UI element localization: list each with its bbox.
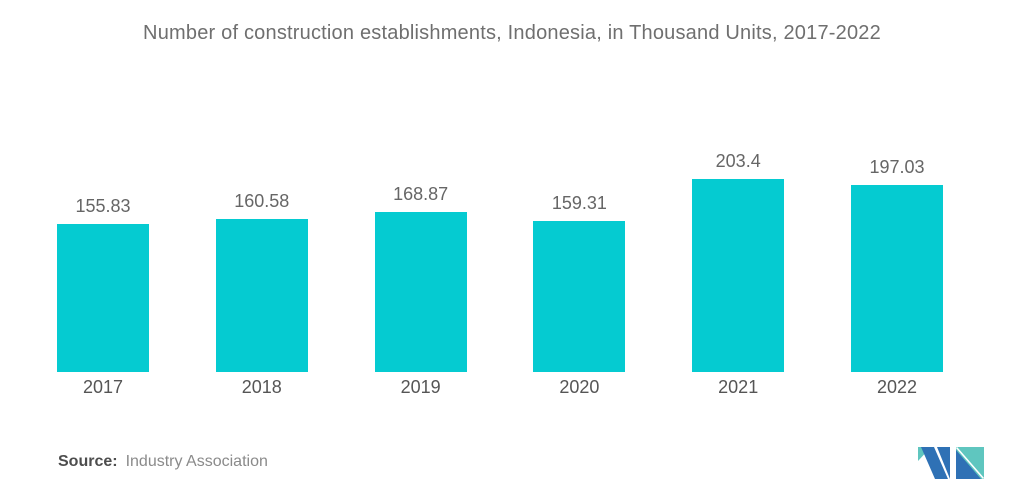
chart-title: Number of construction establishments, I… bbox=[143, 22, 881, 44]
bar-2018 bbox=[215, 219, 308, 372]
bar-2020 bbox=[533, 221, 626, 372]
source-note: Source: Industry Association bbox=[58, 453, 268, 471]
bar-2022 bbox=[850, 185, 943, 372]
bar-value-label: 155.83 bbox=[75, 196, 131, 216]
source-label: Source: bbox=[58, 453, 118, 470]
bar-2021 bbox=[692, 179, 785, 372]
bar-column-2022: 197.03 bbox=[850, 157, 943, 372]
x-tick-2019: 2019 bbox=[400, 377, 441, 397]
bar-column-2021: 203.4 bbox=[692, 151, 785, 372]
bar-column-2020: 159.31 bbox=[533, 193, 626, 372]
bar-value-label: 159.31 bbox=[551, 193, 607, 213]
bar-column-2019: 168.87 bbox=[374, 184, 467, 372]
bar-value-label: 203.4 bbox=[715, 151, 761, 171]
x-tick-2021: 2021 bbox=[718, 377, 759, 397]
mordor-intelligence-logo-icon bbox=[918, 444, 988, 482]
x-tick-2022: 2022 bbox=[876, 377, 917, 397]
bar-2017 bbox=[57, 224, 149, 372]
x-axis-labels: 2017 2018 2019 2020 2021 2022 bbox=[57, 377, 943, 398]
bar-column-2017: 155.83 bbox=[57, 196, 149, 372]
x-tick-2018: 2018 bbox=[241, 377, 282, 397]
bar-2019 bbox=[374, 212, 467, 372]
bar-value-label: 168.87 bbox=[393, 184, 449, 204]
x-tick-2020: 2020 bbox=[559, 377, 600, 397]
bar-value-label: 160.58 bbox=[234, 191, 290, 211]
bar-value-label: 197.03 bbox=[869, 157, 925, 177]
source-value: Industry Association bbox=[125, 453, 268, 470]
bar-chart-plot-area: 155.83 160.58 168.87 159.31 203.4 197.03 bbox=[57, 118, 943, 372]
x-tick-2017: 2017 bbox=[82, 377, 124, 397]
bar-column-2018: 160.58 bbox=[215, 191, 308, 372]
